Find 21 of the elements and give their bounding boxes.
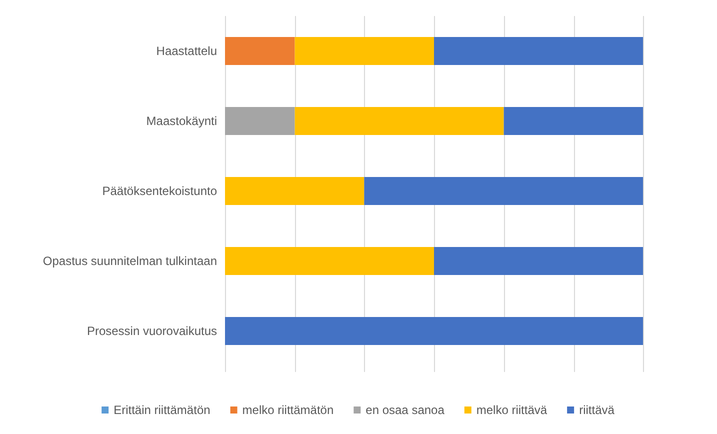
- legend-label: melko riittämätön: [242, 403, 334, 417]
- y-tick-label: Prosessin vuorovaikutus: [86, 324, 217, 338]
- bar: [225, 177, 364, 205]
- bar: [364, 177, 643, 205]
- bar: [225, 107, 295, 135]
- legend-label: melko riittävä: [476, 403, 548, 417]
- legend-label: Erittäin riittämätön: [114, 403, 210, 417]
- bar: [225, 247, 434, 275]
- y-tick-label: Opastus suunnitelman tulkintaan: [42, 254, 217, 268]
- bar: [434, 37, 643, 65]
- y-tick-label: Haastattelu: [156, 44, 217, 58]
- bar: [294, 37, 434, 65]
- legend-label: riittävä: [579, 403, 615, 417]
- bar: [504, 107, 643, 135]
- legend-label: en osaa sanoa: [366, 403, 445, 417]
- y-tick-label: Maastokäynti: [146, 114, 217, 128]
- bar: [225, 37, 295, 65]
- bar: [225, 317, 643, 345]
- bar: [294, 107, 504, 135]
- bar: [434, 247, 643, 275]
- y-tick-label: Päätöksentekoistunto: [102, 184, 218, 198]
